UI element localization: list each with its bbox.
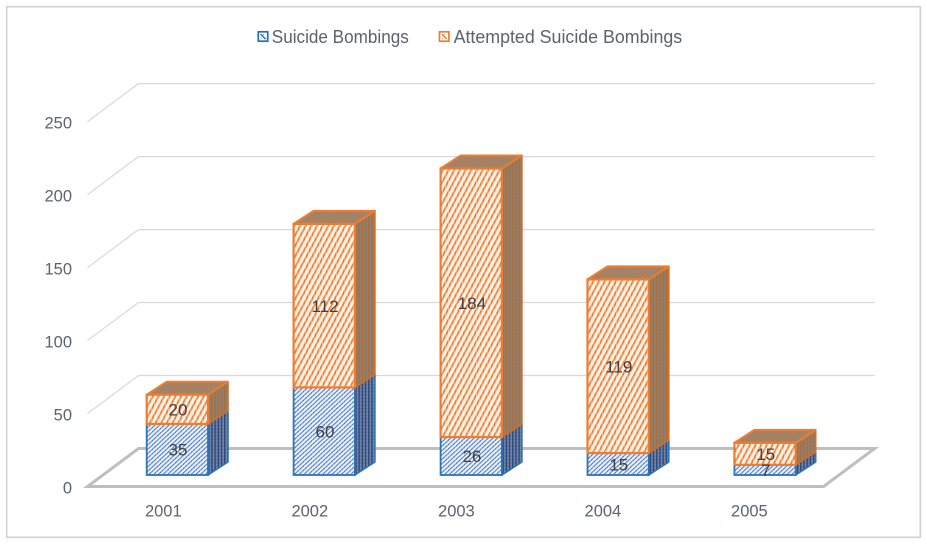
svg-text:2005: 2005 bbox=[731, 503, 768, 521]
svg-text:20: 20 bbox=[169, 401, 188, 420]
svg-text:150: 150 bbox=[44, 261, 72, 279]
svg-text:100: 100 bbox=[44, 334, 72, 352]
svg-text:Suicide Bombings: Suicide Bombings bbox=[272, 27, 409, 47]
svg-text:119: 119 bbox=[605, 358, 632, 377]
svg-text:200: 200 bbox=[44, 188, 72, 206]
svg-text:Attempted Suicide Bombings: Attempted Suicide Bombings bbox=[454, 27, 683, 47]
svg-text:35: 35 bbox=[169, 441, 188, 460]
svg-text:15: 15 bbox=[609, 455, 628, 474]
svg-text:250: 250 bbox=[44, 115, 72, 133]
svg-text:2004: 2004 bbox=[585, 503, 622, 521]
svg-text:2001: 2001 bbox=[145, 503, 182, 521]
svg-text:26: 26 bbox=[462, 447, 481, 466]
svg-text:60: 60 bbox=[316, 422, 335, 441]
svg-text:184: 184 bbox=[458, 294, 486, 313]
svg-text:15: 15 bbox=[756, 445, 775, 464]
svg-text:2002: 2002 bbox=[291, 503, 328, 521]
svg-text:2003: 2003 bbox=[438, 503, 475, 521]
svg-text:0: 0 bbox=[63, 480, 72, 498]
svg-text:50: 50 bbox=[54, 407, 72, 425]
svg-text:7: 7 bbox=[761, 461, 770, 480]
svg-text:112: 112 bbox=[311, 297, 338, 316]
